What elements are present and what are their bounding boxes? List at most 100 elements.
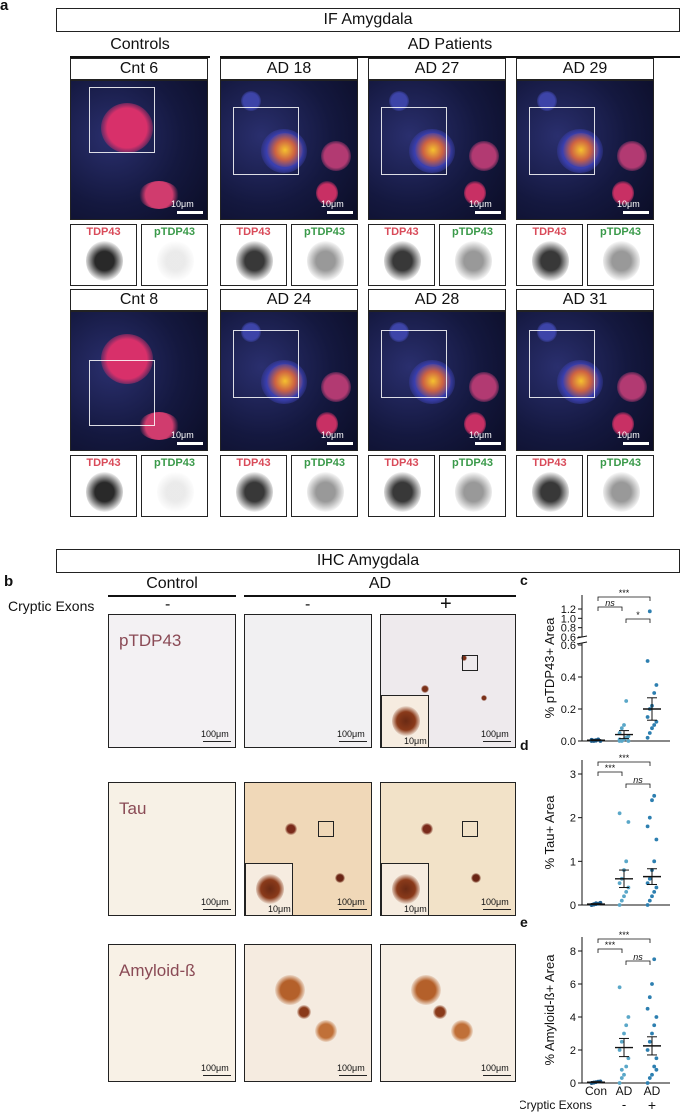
data-point (647, 1076, 652, 1080)
zoom-region-frame (89, 87, 155, 153)
data-point (617, 1081, 622, 1085)
data-point (647, 731, 652, 735)
cryptic-sign-minus: - (622, 1097, 626, 1112)
data-point (650, 894, 654, 899)
grayscale-signal (602, 241, 641, 281)
channel-label: pTDP43 (600, 226, 641, 238)
significance-label: *** (605, 763, 616, 773)
ihc-micrograph: 10μm 100μm (380, 614, 516, 748)
zoom-region-frame (381, 107, 447, 175)
data-point (645, 1048, 650, 1052)
data-point (654, 719, 659, 724)
channel-label: pTDP43 (304, 226, 345, 238)
cell-nucleus (241, 322, 261, 342)
sign-control: - (165, 596, 171, 613)
cell-nucleus (464, 181, 486, 205)
data-point (650, 798, 654, 803)
tdp43-aggregate (415, 364, 451, 398)
ihc-micrograph: 10μm 100μm (244, 782, 372, 916)
data-point (652, 1064, 657, 1069)
chart-ylabel: % Tau+ Area (542, 795, 557, 870)
tdp43-channel-panel: TDP43 (368, 224, 435, 286)
y-tick-label: 0.6 (561, 632, 576, 644)
scale-bar (327, 211, 353, 214)
cell-nucleus (101, 103, 153, 153)
cell-nucleus (316, 412, 338, 436)
panel-b-letter: b (4, 573, 14, 590)
panel-a-letter: a (0, 0, 9, 14)
scale-bar (339, 1075, 367, 1076)
data-point (622, 723, 626, 727)
data-point (626, 739, 631, 743)
ad-underline (244, 595, 516, 597)
channel-label: pTDP43 (452, 226, 493, 238)
stained-deposit (411, 975, 441, 1005)
channel-label: pTDP43 (600, 457, 641, 469)
zoom-inset: 10μm (381, 863, 429, 915)
data-point (624, 699, 629, 703)
if-sample-label: AD 27 (368, 58, 506, 80)
significance-bracket (597, 596, 651, 601)
control-underline (108, 595, 236, 597)
significance-bracket (597, 771, 623, 776)
channel-label: pTDP43 (154, 457, 195, 469)
cell-nucleus (612, 181, 634, 205)
data-point (617, 811, 622, 816)
tdp43-aggregate (563, 133, 599, 167)
scale-bar (483, 909, 511, 910)
chart-letter: c (520, 575, 528, 588)
grayscale-signal (454, 241, 493, 281)
stained-deposit (451, 1020, 473, 1042)
scale-bar-label: 10μm (321, 199, 344, 209)
data-point (624, 890, 629, 894)
grayscale-signal (306, 241, 345, 281)
data-point (617, 985, 622, 990)
zoom-region-frame (529, 330, 595, 398)
data-point (650, 982, 654, 986)
controls-underline (70, 56, 210, 58)
scale-bar-label: 100μm (337, 897, 365, 907)
ihc-micrograph: 100μm (244, 944, 372, 1082)
if-sample-label: Cnt 8 (70, 289, 208, 311)
grayscale-signal (531, 472, 570, 512)
data-point (650, 1031, 654, 1036)
stained-deposit (471, 873, 481, 883)
channel-label: TDP43 (532, 226, 567, 238)
scale-bar (203, 909, 231, 910)
data-point (652, 723, 657, 727)
inset-scale-label: 10μm (404, 904, 427, 914)
stained-deposit (421, 823, 433, 835)
chart-ylabel: % Amyloid-ß+ Area (542, 954, 557, 1066)
if-micrograph: 10μm (220, 311, 358, 451)
scale-bar (483, 1075, 511, 1076)
scale-bar (623, 211, 649, 214)
sign-ad-minus: - (305, 596, 311, 613)
data-point (624, 1064, 629, 1069)
significance-label: * (636, 610, 640, 620)
data-point (624, 859, 629, 864)
tdp43-channel-panel: TDP43 (220, 455, 287, 517)
data-point (652, 793, 657, 798)
data-point (647, 898, 652, 903)
grayscale-signal (85, 472, 124, 512)
zoomed-cell (392, 706, 420, 736)
scale-bar-label: 10μm (321, 430, 344, 440)
grayscale-signal (306, 472, 345, 512)
chart-ylabel: % pTDP43+ Area (542, 617, 557, 719)
cell-nucleus (617, 141, 647, 171)
stain-label: pTDP43 (119, 631, 182, 650)
stained-deposit (335, 873, 345, 883)
quantification-charts: c% pTDP43+ Area0.00.20.40.60.60.81.01.2n… (520, 575, 670, 1113)
y-tick-label: 0 (570, 1078, 576, 1090)
data-point (652, 957, 657, 962)
zoom-inset: 10μm (245, 863, 293, 915)
scale-bar (483, 741, 511, 742)
data-point (619, 1076, 624, 1080)
tdp43-aggregate (563, 364, 599, 398)
scale-bar-label: 100μm (337, 729, 365, 739)
cell-nucleus (139, 412, 179, 440)
y-tick-label: 4 (570, 1012, 576, 1024)
channel-label: TDP43 (384, 226, 419, 238)
y-tick-label: 6 (570, 979, 576, 991)
cell-nucleus (537, 322, 557, 342)
